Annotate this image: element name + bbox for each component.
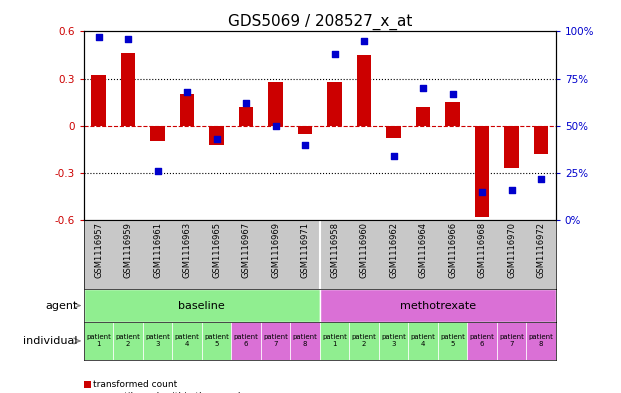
Text: patient
3: patient 3 xyxy=(145,334,170,347)
Title: GDS5069 / 208527_x_at: GDS5069 / 208527_x_at xyxy=(228,14,412,30)
Bar xyxy=(143,322,172,360)
Bar xyxy=(84,322,114,360)
Text: patient
6: patient 6 xyxy=(233,334,258,347)
Bar xyxy=(150,126,165,141)
Text: GSM1116966: GSM1116966 xyxy=(448,222,457,278)
Bar xyxy=(408,322,438,360)
Point xyxy=(123,36,133,42)
Bar xyxy=(261,322,290,360)
Point xyxy=(182,89,192,95)
Bar xyxy=(349,322,379,360)
Bar xyxy=(474,126,489,217)
Bar xyxy=(415,107,430,126)
Text: GSM1116968: GSM1116968 xyxy=(478,222,486,278)
Bar xyxy=(209,126,224,145)
Text: GSM1116960: GSM1116960 xyxy=(360,222,368,278)
Bar xyxy=(386,126,401,138)
Text: patient
1: patient 1 xyxy=(322,334,347,347)
Text: GSM1116964: GSM1116964 xyxy=(419,222,427,278)
Text: GSM1116962: GSM1116962 xyxy=(389,222,398,278)
Text: GSM1116967: GSM1116967 xyxy=(242,222,250,278)
Point xyxy=(300,141,310,148)
Bar xyxy=(231,322,261,360)
Text: patient
3: patient 3 xyxy=(381,334,406,347)
Point xyxy=(330,51,340,57)
Bar xyxy=(120,53,135,126)
Point xyxy=(477,189,487,195)
Bar xyxy=(84,289,320,322)
Point xyxy=(94,34,104,40)
Bar xyxy=(297,126,312,134)
Bar xyxy=(320,322,349,360)
Bar xyxy=(290,322,320,360)
Text: GSM1116970: GSM1116970 xyxy=(507,222,516,278)
Bar xyxy=(327,82,342,126)
Bar xyxy=(202,322,231,360)
Bar xyxy=(179,94,194,126)
Text: patient
7: patient 7 xyxy=(499,334,524,347)
Text: GSM1116958: GSM1116958 xyxy=(330,222,339,278)
Text: transformed count: transformed count xyxy=(93,380,178,389)
Bar xyxy=(445,102,460,126)
Text: baseline: baseline xyxy=(178,301,225,310)
Point xyxy=(153,168,163,174)
Bar xyxy=(320,289,556,322)
Bar xyxy=(504,126,519,168)
Point xyxy=(536,175,546,182)
Bar xyxy=(356,55,371,126)
Text: GSM1116971: GSM1116971 xyxy=(301,222,309,278)
Bar xyxy=(172,322,202,360)
Text: patient
5: patient 5 xyxy=(204,334,229,347)
Text: GSM1116972: GSM1116972 xyxy=(537,222,545,278)
Bar xyxy=(526,322,556,360)
Point xyxy=(448,90,458,97)
Bar xyxy=(268,82,283,126)
Text: GSM1116957: GSM1116957 xyxy=(94,222,103,278)
Text: patient
1: patient 1 xyxy=(86,334,111,347)
Bar xyxy=(379,322,408,360)
Text: patient
8: patient 8 xyxy=(528,334,553,347)
Point xyxy=(212,136,222,142)
Bar xyxy=(467,322,497,360)
Text: percentile rank within the sample: percentile rank within the sample xyxy=(93,392,247,393)
Bar xyxy=(497,322,526,360)
Text: patient
7: patient 7 xyxy=(263,334,288,347)
Bar xyxy=(91,75,106,126)
Text: patient
2: patient 2 xyxy=(116,334,140,347)
Text: GSM1116959: GSM1116959 xyxy=(124,222,132,278)
Text: methotrexate: methotrexate xyxy=(400,301,476,310)
Bar xyxy=(533,126,548,154)
Point xyxy=(418,85,428,91)
Bar xyxy=(238,107,253,126)
Bar xyxy=(438,322,467,360)
Text: GSM1116963: GSM1116963 xyxy=(183,222,191,278)
Point xyxy=(241,100,251,106)
Bar xyxy=(114,322,143,360)
Text: patient
6: patient 6 xyxy=(469,334,494,347)
Point xyxy=(507,187,517,193)
Point xyxy=(271,123,281,129)
Text: individual: individual xyxy=(23,336,78,346)
Text: patient
5: patient 5 xyxy=(440,334,465,347)
Text: patient
2: patient 2 xyxy=(351,334,376,347)
Text: patient
8: patient 8 xyxy=(292,334,317,347)
Text: GSM1116961: GSM1116961 xyxy=(153,222,162,278)
Point xyxy=(389,153,399,159)
Text: GSM1116965: GSM1116965 xyxy=(212,222,221,278)
Text: GSM1116969: GSM1116969 xyxy=(271,222,280,278)
Point xyxy=(359,38,369,44)
Text: patient
4: patient 4 xyxy=(175,334,199,347)
Text: patient
4: patient 4 xyxy=(410,334,435,347)
Text: agent: agent xyxy=(45,301,78,310)
